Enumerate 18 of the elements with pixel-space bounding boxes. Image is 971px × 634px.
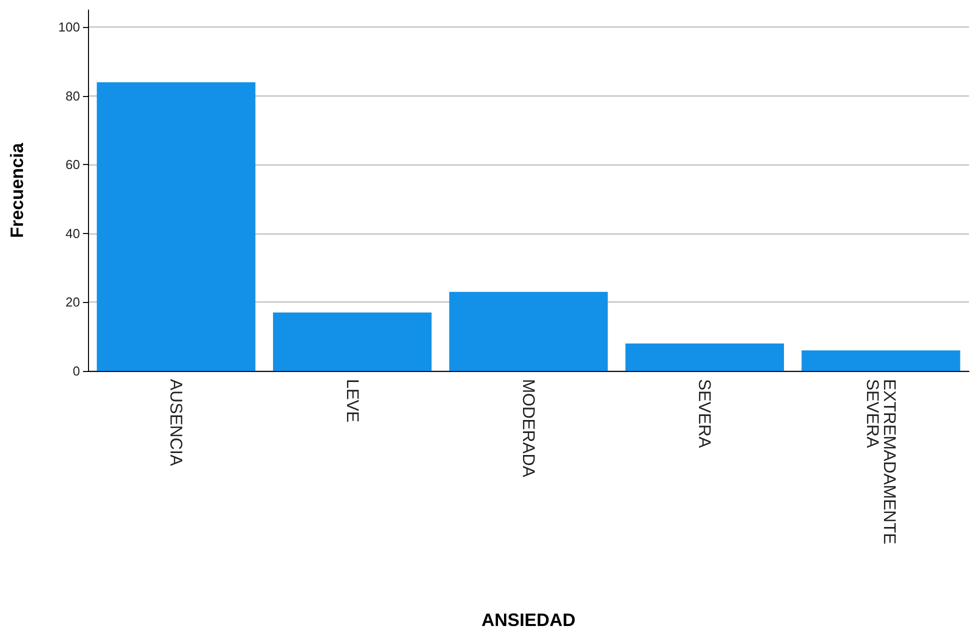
x-tick-label: MODERADA bbox=[519, 379, 538, 478]
bar bbox=[449, 292, 608, 371]
x-tick-label: LEVE bbox=[342, 379, 362, 422]
bar bbox=[96, 82, 256, 371]
y-tick-label: 100 bbox=[58, 20, 80, 35]
y-tick-label: 80 bbox=[66, 88, 80, 104]
y-tick-label: 20 bbox=[66, 294, 80, 310]
x-axis-title: ANSIEDAD bbox=[481, 610, 576, 630]
y-tick-label: 0 bbox=[72, 364, 80, 378]
y-tick-label: 60 bbox=[66, 157, 80, 172]
bar bbox=[273, 312, 432, 371]
x-tick-label: EXTREMADAMENTE SEVERA bbox=[862, 379, 899, 550]
bar bbox=[625, 343, 784, 371]
y-axis-title: Frecuencia bbox=[7, 142, 27, 238]
x-tick-label: SEVERA bbox=[695, 379, 714, 449]
x-tick-label: AUSENCIA bbox=[166, 379, 186, 467]
bar bbox=[802, 350, 960, 371]
y-tick-label: 40 bbox=[66, 226, 80, 241]
